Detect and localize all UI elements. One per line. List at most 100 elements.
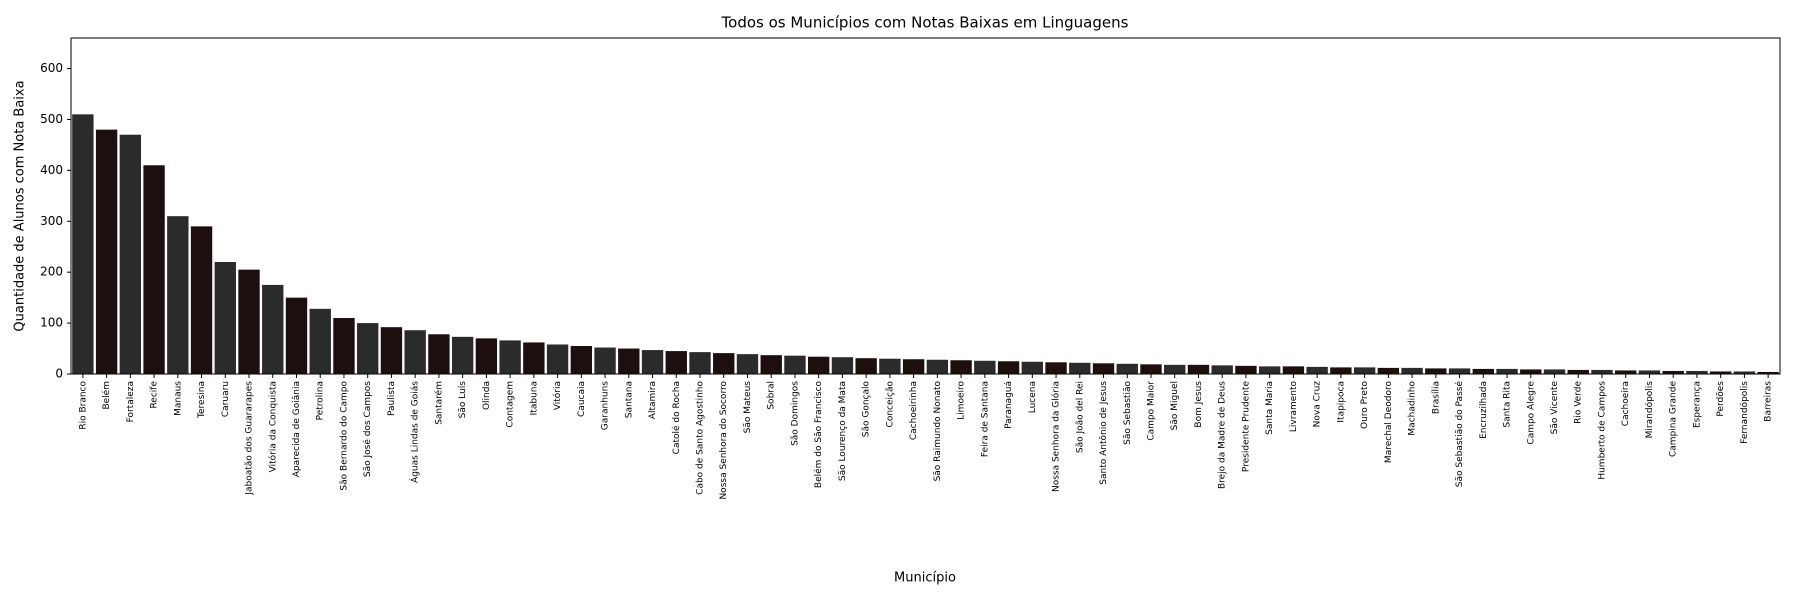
y-tick-label: 0: [55, 367, 63, 381]
x-tick-label: Santa Rita: [1503, 381, 1513, 428]
x-tick-label: Catolé do Rocha: [671, 381, 682, 454]
x-tick-label: Marechal Deodoro: [1384, 381, 1394, 464]
bar: [594, 347, 616, 374]
x-tick-label: Sobral: [767, 381, 777, 410]
bar: [641, 350, 664, 374]
bar: [1045, 362, 1067, 374]
x-tick-label: São Raimundo Nonato: [933, 381, 943, 482]
x-tick-label: Belém do São Francisco: [813, 381, 824, 489]
x-tick-label: Brasília: [1431, 381, 1441, 414]
y-tick-label: 100: [40, 316, 63, 330]
x-tick-label: Feira de Santana: [980, 381, 990, 457]
bar: [1733, 371, 1756, 374]
bar: [1638, 370, 1661, 374]
bar: [1021, 361, 1043, 374]
bar: [1069, 362, 1091, 374]
x-tick-label: Santa Maria: [1265, 381, 1275, 435]
bar: [808, 356, 830, 374]
x-tick-label: Cabo de Santo Agostinho: [696, 381, 706, 495]
y-tick-label: 400: [40, 163, 63, 177]
bar: [1567, 369, 1589, 374]
bar: [262, 284, 284, 374]
x-tick-label: Rio Verde: [1574, 381, 1584, 424]
bar: [1258, 366, 1281, 374]
bar: [974, 360, 996, 374]
bar: [1116, 363, 1138, 374]
bar: [1092, 363, 1115, 374]
bar: [713, 353, 735, 374]
x-tick-label: Contagem: [506, 381, 516, 428]
bar: [95, 129, 118, 374]
x-tick-label: Conceição: [885, 381, 895, 428]
bar: [404, 330, 426, 374]
bar: [475, 338, 498, 374]
x-tick-label: Brejo da Madre de Deus: [1218, 381, 1228, 489]
x-tick-label: Santo Antônio de Jesus: [1098, 381, 1109, 485]
x-tick-label: São Bernardo do Campo: [339, 381, 349, 491]
bar: [428, 334, 450, 374]
x-tick-label: Olinda: [482, 381, 492, 410]
bar: [238, 269, 260, 374]
bar: [167, 216, 189, 374]
bar: [689, 352, 711, 374]
chart-title: Todos os Municípios com Notas Baixas em …: [721, 14, 1129, 32]
bar: [309, 308, 331, 374]
bar: [285, 297, 308, 374]
bar: [1140, 364, 1162, 374]
bar: [855, 358, 877, 374]
x-tick-label: São José dos Campos: [362, 381, 373, 477]
x-tick-label: São Lourenço da Mata: [838, 381, 848, 481]
x-tick-label: Presidente Prudente: [1241, 381, 1251, 473]
y-axis-label: Quantidade de Alunos com Nota Baixa: [13, 80, 28, 331]
x-tick-label: Bom Jesus: [1194, 381, 1204, 428]
x-tick-label: Altamira: [648, 381, 658, 419]
x-tick-label: Recife: [150, 381, 160, 409]
x-tick-label: São Miguel: [1170, 381, 1180, 430]
bar: [1282, 366, 1305, 374]
y-tick-label: 600: [40, 61, 63, 75]
x-tick-label: Encruzilhada: [1479, 381, 1489, 439]
x-tick-label: Campina Grande: [1669, 381, 1679, 457]
x-tick-label: Belém: [101, 381, 112, 410]
x-tick-label: São João del Rei: [1075, 381, 1085, 453]
x-tick-label: Paranaguá: [1004, 381, 1014, 429]
bar: [1377, 367, 1400, 374]
x-tick-label: Santana: [624, 381, 634, 418]
x-tick-label: Machadinho: [1408, 381, 1418, 436]
bar: [1448, 368, 1471, 374]
bar: [143, 165, 165, 374]
bar: [902, 359, 925, 374]
bar: [1306, 366, 1328, 374]
x-tick-label: Caucaia: [577, 381, 587, 417]
x-tick-label: Perdões: [1716, 381, 1726, 417]
x-tick-label: Itapipoca: [1336, 381, 1346, 423]
bar: [736, 354, 759, 374]
bar: [618, 348, 640, 374]
x-tick-label: Cachoeira: [1621, 381, 1631, 426]
bar: [760, 355, 782, 374]
bar: [333, 318, 355, 374]
bar: [119, 134, 142, 374]
bar: [1472, 368, 1494, 374]
bar: [214, 262, 236, 374]
x-tick-label: São Gonçalo: [862, 381, 872, 438]
x-tick-label: Aparecida de Goiânia: [292, 381, 302, 477]
bar: [570, 346, 593, 374]
x-tick-label: Caruaru: [221, 381, 231, 417]
x-tick-label: São Vicente: [1550, 381, 1560, 435]
x-tick-label: Jaboatão dos Guararapes: [245, 381, 255, 496]
y-tick-label: 500: [40, 112, 63, 126]
x-tick-label: Mirandópolis: [1644, 381, 1655, 439]
bar: [1591, 369, 1613, 374]
bar: [665, 351, 687, 374]
bar: [499, 340, 521, 374]
x-tick-label: Esperança: [1692, 381, 1702, 428]
x-tick-label: Petrolina: [316, 381, 326, 420]
x-tick-label: Águas Lindas de Goiás: [409, 381, 421, 483]
x-tick-label: São Mateus: [743, 381, 753, 434]
bar: [784, 355, 806, 374]
y-tick-label: 200: [40, 265, 63, 279]
x-tick-label: Rio Branco: [78, 381, 88, 430]
x-tick-label: Ouro Preto: [1360, 381, 1370, 429]
